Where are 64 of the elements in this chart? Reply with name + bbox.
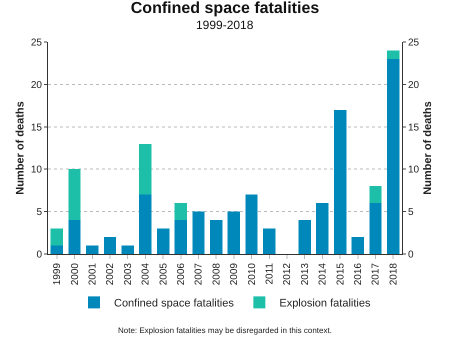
x-tick-label: 2016 (353, 262, 364, 286)
y-tick-label: 20 (30, 80, 42, 91)
x-tick-label: 2011 (264, 262, 276, 285)
bar (50, 228, 64, 246)
x-tick-label: 2012 (282, 262, 294, 286)
bar (192, 212, 205, 254)
y-tick-label: 15 (30, 122, 42, 134)
x-tick-label: 2010 (246, 262, 258, 286)
legend-label: Confined space fatalities (114, 298, 234, 310)
x-tick-label: 2001 (88, 262, 98, 286)
bar (386, 50, 400, 59)
bar (245, 194, 258, 254)
bar (174, 203, 187, 220)
x-tick-label: 2015 (335, 262, 346, 286)
y2-tick-label: 0 (408, 250, 414, 260)
y2-tick-label: 10 (408, 164, 420, 176)
chart-title: Confined space fatalities (130, 0, 320, 17)
bar (228, 212, 240, 254)
bar (263, 228, 276, 254)
y-axis-title: Number of deaths (14, 101, 27, 195)
bar (68, 169, 81, 220)
y-tick-label: 25 (30, 38, 42, 48)
bar (386, 58, 400, 254)
x-tick-label: 2007 (194, 262, 205, 286)
y-tick-label: 10 (30, 164, 42, 176)
bar (174, 220, 187, 254)
x-tick-label: 2002 (105, 262, 116, 286)
bar (86, 246, 98, 254)
x-tick-label: 1999 (52, 262, 64, 286)
bar (298, 220, 311, 254)
bar (316, 203, 329, 254)
bar (139, 144, 152, 195)
bar (139, 194, 152, 254)
x-tick-label: 2014 (318, 262, 329, 286)
x-tick-label: 2018 (388, 262, 400, 286)
y2-tick-label: 15 (408, 122, 420, 134)
bar (369, 186, 382, 204)
bar (50, 246, 64, 254)
bar (334, 110, 346, 254)
text: Note: Explosion fatalities may be disregarded in this context. (118, 326, 332, 335)
chart-subtitle: 1999-2018 (196, 18, 254, 32)
y-tick-label: 0 (36, 250, 42, 260)
bar (156, 228, 170, 254)
y2-tick-label: 20 (408, 80, 420, 91)
x-tick-label: 2005 (158, 262, 170, 286)
bar (369, 203, 382, 254)
legend-label: Explosion fatalities (279, 298, 371, 310)
y2-tick-label: 5 (408, 207, 414, 218)
y2-axis-title: Number of deaths (422, 101, 434, 195)
x-tick-label: 2017 (370, 262, 382, 286)
x-tick-label: 2003 (122, 262, 134, 286)
bar (352, 237, 364, 254)
y-tick-label: 5 (36, 207, 42, 218)
x-tick-label: 2013 (300, 262, 311, 286)
x-tick-label: 2009 (229, 262, 240, 286)
bar (104, 237, 116, 254)
bar (121, 246, 134, 254)
x-tick-label: 2000 (70, 262, 81, 286)
x-tick-label: 2006 (176, 262, 187, 286)
bar (210, 220, 222, 254)
x-tick-label: 2004 (140, 262, 152, 286)
y2-tick-label: 25 (408, 38, 420, 48)
x-tick-label: 2008 (211, 262, 222, 286)
bar (68, 220, 81, 254)
